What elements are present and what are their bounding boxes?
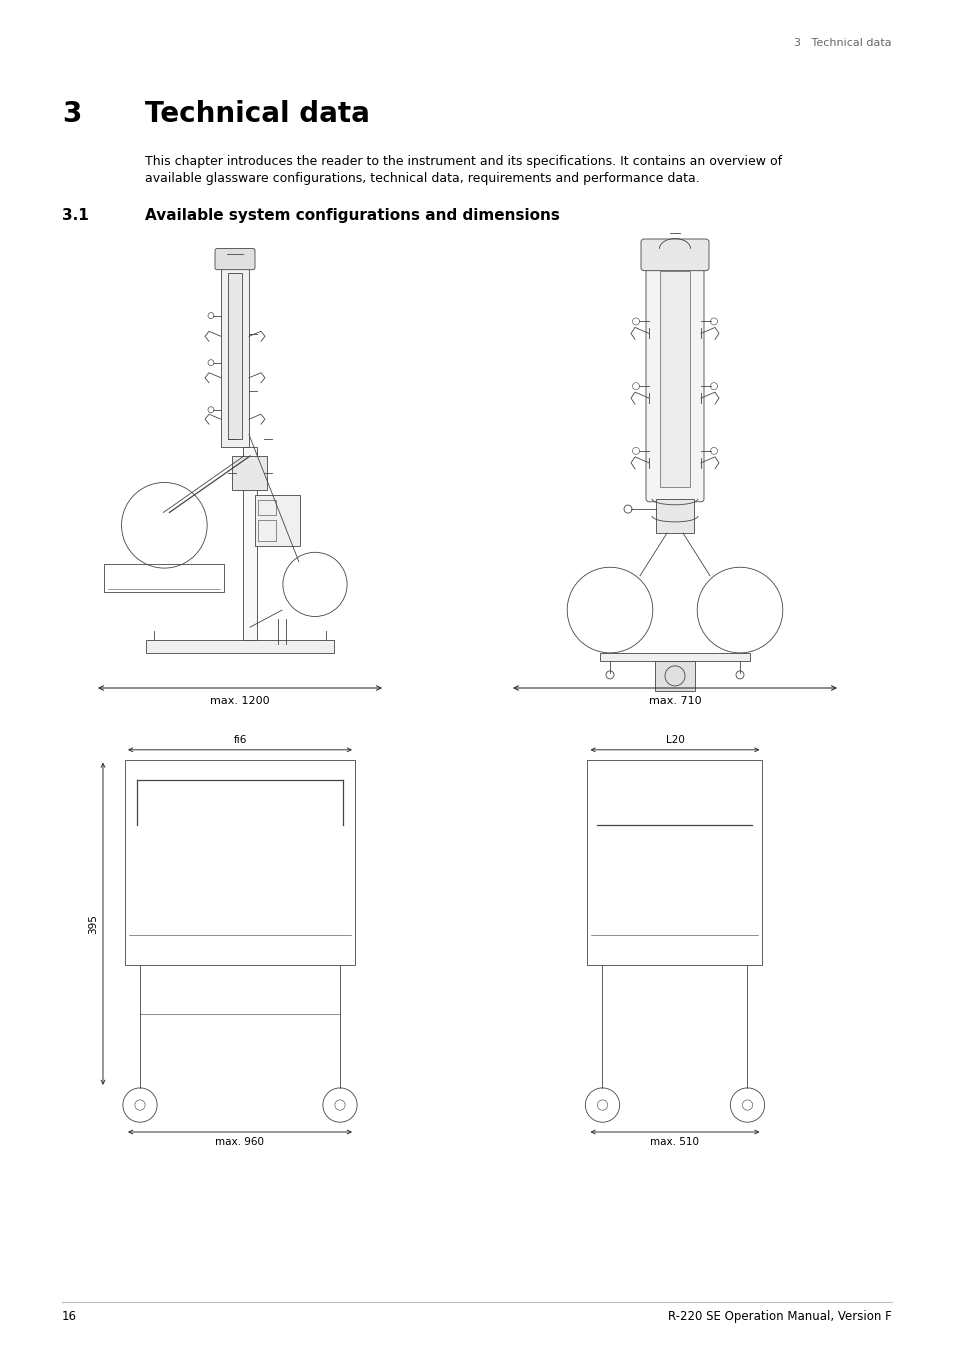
Text: 3: 3 xyxy=(62,100,81,128)
Bar xyxy=(599,653,749,662)
Text: 3   Technical data: 3 Technical data xyxy=(794,38,891,49)
Bar xyxy=(655,662,695,691)
Bar xyxy=(257,520,275,541)
Text: fi6: fi6 xyxy=(233,734,247,745)
Bar xyxy=(254,494,299,545)
Text: 16: 16 xyxy=(62,1310,77,1323)
Text: max. 710: max. 710 xyxy=(648,697,700,706)
Text: max. 1200: max. 1200 xyxy=(210,697,270,706)
FancyBboxPatch shape xyxy=(214,248,254,270)
Text: 3.1: 3.1 xyxy=(62,208,89,223)
Bar xyxy=(125,760,355,965)
Bar xyxy=(587,760,761,965)
Text: available glassware configurations, technical data, requirements and performance: available glassware configurations, tech… xyxy=(145,171,699,185)
FancyBboxPatch shape xyxy=(640,239,708,271)
Bar xyxy=(659,271,689,487)
Bar xyxy=(146,640,334,653)
Bar xyxy=(104,564,224,591)
Text: L20: L20 xyxy=(665,734,683,745)
Text: 395: 395 xyxy=(88,914,98,934)
Bar xyxy=(656,498,693,533)
Bar xyxy=(233,456,267,490)
Text: This chapter introduces the reader to the instrument and its specifications. It : This chapter introduces the reader to th… xyxy=(145,155,781,167)
FancyBboxPatch shape xyxy=(645,256,703,502)
Text: max. 960: max. 960 xyxy=(215,1137,264,1148)
Bar xyxy=(257,500,275,516)
Text: Technical data: Technical data xyxy=(145,100,370,128)
Bar xyxy=(243,447,256,640)
Bar xyxy=(228,273,242,439)
Text: R-220 SE Operation Manual, Version F: R-220 SE Operation Manual, Version F xyxy=(667,1310,891,1323)
Text: max. 510: max. 510 xyxy=(650,1137,699,1148)
Bar xyxy=(221,259,249,447)
Text: Available system configurations and dimensions: Available system configurations and dime… xyxy=(145,208,559,223)
